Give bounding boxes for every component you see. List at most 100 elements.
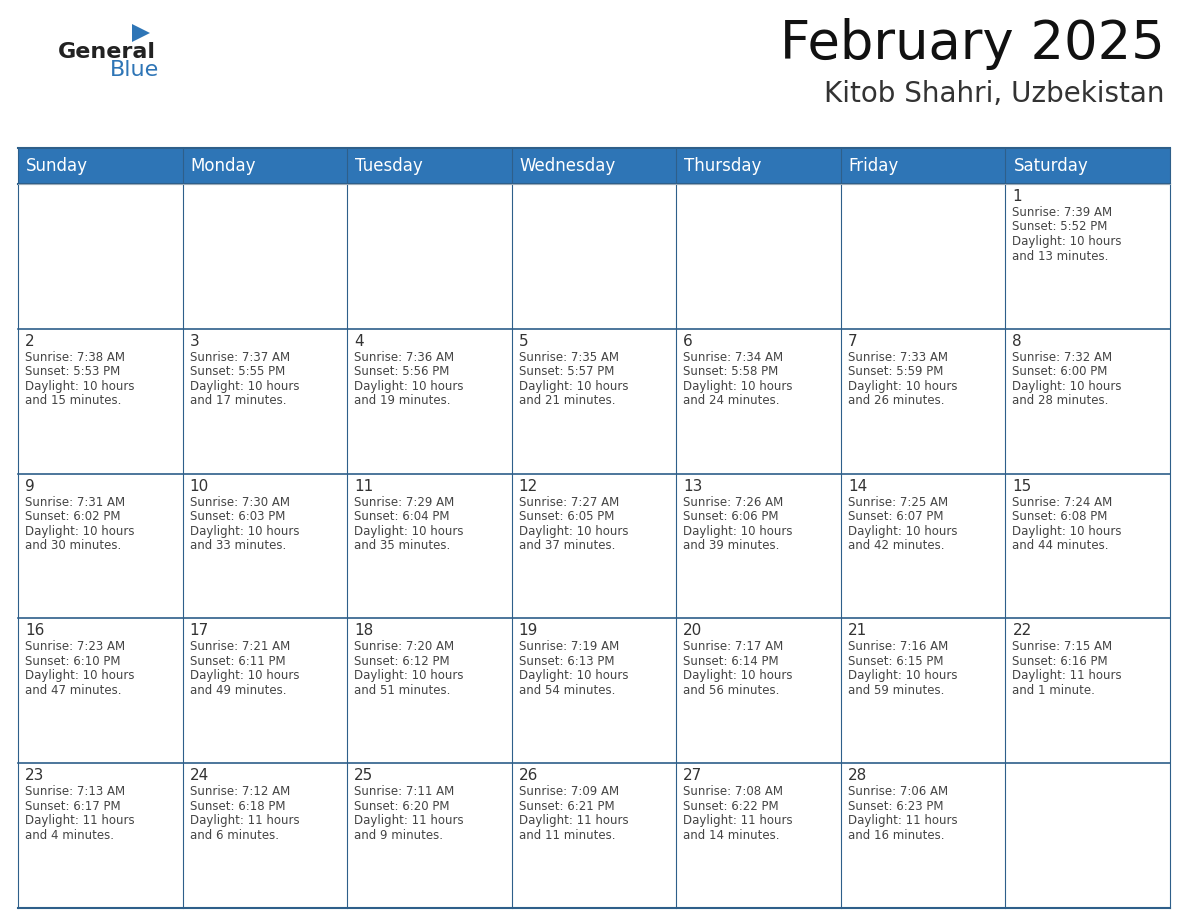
Text: 9: 9 <box>25 478 34 494</box>
Text: and 6 minutes.: and 6 minutes. <box>190 829 278 842</box>
Text: Saturday: Saturday <box>1013 157 1088 175</box>
Text: Blue: Blue <box>110 60 159 80</box>
Text: Daylight: 11 hours: Daylight: 11 hours <box>848 814 958 827</box>
Text: 14: 14 <box>848 478 867 494</box>
Text: General: General <box>58 42 156 62</box>
Text: Daylight: 10 hours: Daylight: 10 hours <box>354 524 463 538</box>
Text: and 39 minutes.: and 39 minutes. <box>683 539 779 552</box>
Text: 18: 18 <box>354 623 373 638</box>
Text: Daylight: 11 hours: Daylight: 11 hours <box>354 814 463 827</box>
Text: 10: 10 <box>190 478 209 494</box>
Text: Sunset: 6:03 PM: Sunset: 6:03 PM <box>190 510 285 523</box>
Text: Sunrise: 7:20 AM: Sunrise: 7:20 AM <box>354 641 454 654</box>
Text: and 47 minutes.: and 47 minutes. <box>25 684 121 697</box>
Text: Sunset: 6:21 PM: Sunset: 6:21 PM <box>519 800 614 812</box>
Text: Daylight: 11 hours: Daylight: 11 hours <box>190 814 299 827</box>
Bar <box>1005 763 1170 908</box>
Polygon shape <box>132 24 150 42</box>
Text: Daylight: 10 hours: Daylight: 10 hours <box>1012 235 1121 248</box>
Text: Sunrise: 7:13 AM: Sunrise: 7:13 AM <box>25 785 125 798</box>
Text: Sunset: 6:08 PM: Sunset: 6:08 PM <box>1012 510 1107 523</box>
Text: 19: 19 <box>519 623 538 638</box>
Text: Sunrise: 7:36 AM: Sunrise: 7:36 AM <box>354 351 454 364</box>
Text: and 42 minutes.: and 42 minutes. <box>848 539 944 552</box>
Bar <box>347 619 512 763</box>
Text: Daylight: 10 hours: Daylight: 10 hours <box>25 669 134 682</box>
Bar <box>18 184 183 329</box>
Text: Sunset: 5:59 PM: Sunset: 5:59 PM <box>848 365 943 378</box>
Bar <box>512 148 676 184</box>
Bar <box>512 619 676 763</box>
Text: 13: 13 <box>683 478 702 494</box>
Bar <box>841 184 1005 329</box>
Text: 8: 8 <box>1012 334 1022 349</box>
Text: and 14 minutes.: and 14 minutes. <box>683 829 779 842</box>
Bar <box>347 474 512 619</box>
Text: Friday: Friday <box>849 157 899 175</box>
Bar <box>841 474 1005 619</box>
Text: and 37 minutes.: and 37 minutes. <box>519 539 615 552</box>
Text: and 17 minutes.: and 17 minutes. <box>190 395 286 408</box>
Bar <box>18 148 183 184</box>
Text: Daylight: 10 hours: Daylight: 10 hours <box>1012 524 1121 538</box>
Text: 24: 24 <box>190 768 209 783</box>
Text: Daylight: 10 hours: Daylight: 10 hours <box>354 669 463 682</box>
Text: Sunrise: 7:19 AM: Sunrise: 7:19 AM <box>519 641 619 654</box>
Text: Daylight: 10 hours: Daylight: 10 hours <box>683 524 792 538</box>
Text: Tuesday: Tuesday <box>355 157 423 175</box>
Text: Sunset: 6:13 PM: Sunset: 6:13 PM <box>519 655 614 668</box>
Text: Sunset: 5:52 PM: Sunset: 5:52 PM <box>1012 220 1107 233</box>
Text: February 2025: February 2025 <box>781 18 1165 70</box>
Bar <box>183 763 347 908</box>
Text: Wednesday: Wednesday <box>519 157 615 175</box>
Text: Sunrise: 7:27 AM: Sunrise: 7:27 AM <box>519 496 619 509</box>
Text: and 56 minutes.: and 56 minutes. <box>683 684 779 697</box>
Text: Daylight: 10 hours: Daylight: 10 hours <box>848 524 958 538</box>
Text: Sunset: 6:20 PM: Sunset: 6:20 PM <box>354 800 449 812</box>
Text: Daylight: 10 hours: Daylight: 10 hours <box>683 669 792 682</box>
Text: Daylight: 11 hours: Daylight: 11 hours <box>683 814 792 827</box>
Text: Sunset: 6:02 PM: Sunset: 6:02 PM <box>25 510 120 523</box>
Text: 26: 26 <box>519 768 538 783</box>
Bar <box>183 474 347 619</box>
Bar <box>183 148 347 184</box>
Bar <box>841 763 1005 908</box>
Text: 5: 5 <box>519 334 529 349</box>
Text: 25: 25 <box>354 768 373 783</box>
Text: 22: 22 <box>1012 623 1031 638</box>
Text: 11: 11 <box>354 478 373 494</box>
Text: Sunset: 6:11 PM: Sunset: 6:11 PM <box>190 655 285 668</box>
Text: 21: 21 <box>848 623 867 638</box>
Bar <box>347 329 512 474</box>
Text: Daylight: 11 hours: Daylight: 11 hours <box>1012 669 1121 682</box>
Text: Monday: Monday <box>190 157 257 175</box>
Text: Daylight: 10 hours: Daylight: 10 hours <box>848 669 958 682</box>
Text: and 24 minutes.: and 24 minutes. <box>683 395 779 408</box>
Text: and 13 minutes.: and 13 minutes. <box>1012 250 1108 263</box>
Text: Sunset: 6:16 PM: Sunset: 6:16 PM <box>1012 655 1108 668</box>
Text: and 4 minutes.: and 4 minutes. <box>25 829 114 842</box>
Text: Sunrise: 7:12 AM: Sunrise: 7:12 AM <box>190 785 290 798</box>
Text: Daylight: 10 hours: Daylight: 10 hours <box>683 380 792 393</box>
Text: Sunset: 6:05 PM: Sunset: 6:05 PM <box>519 510 614 523</box>
Text: Sunrise: 7:09 AM: Sunrise: 7:09 AM <box>519 785 619 798</box>
Text: Sunset: 6:23 PM: Sunset: 6:23 PM <box>848 800 943 812</box>
Text: Sunrise: 7:15 AM: Sunrise: 7:15 AM <box>1012 641 1112 654</box>
Text: Sunset: 6:22 PM: Sunset: 6:22 PM <box>683 800 779 812</box>
Text: Sunrise: 7:33 AM: Sunrise: 7:33 AM <box>848 351 948 364</box>
Text: 3: 3 <box>190 334 200 349</box>
Text: Daylight: 10 hours: Daylight: 10 hours <box>519 669 628 682</box>
Text: Daylight: 10 hours: Daylight: 10 hours <box>25 524 134 538</box>
Text: Daylight: 10 hours: Daylight: 10 hours <box>519 380 628 393</box>
Text: and 33 minutes.: and 33 minutes. <box>190 539 286 552</box>
Text: Sunrise: 7:23 AM: Sunrise: 7:23 AM <box>25 641 125 654</box>
Text: Sunrise: 7:35 AM: Sunrise: 7:35 AM <box>519 351 619 364</box>
Text: Sunset: 6:00 PM: Sunset: 6:00 PM <box>1012 365 1107 378</box>
Bar <box>183 184 347 329</box>
Bar <box>512 329 676 474</box>
Text: 15: 15 <box>1012 478 1031 494</box>
Text: Daylight: 10 hours: Daylight: 10 hours <box>354 380 463 393</box>
Text: Sunset: 5:53 PM: Sunset: 5:53 PM <box>25 365 120 378</box>
Bar <box>18 329 183 474</box>
Text: and 28 minutes.: and 28 minutes. <box>1012 395 1108 408</box>
